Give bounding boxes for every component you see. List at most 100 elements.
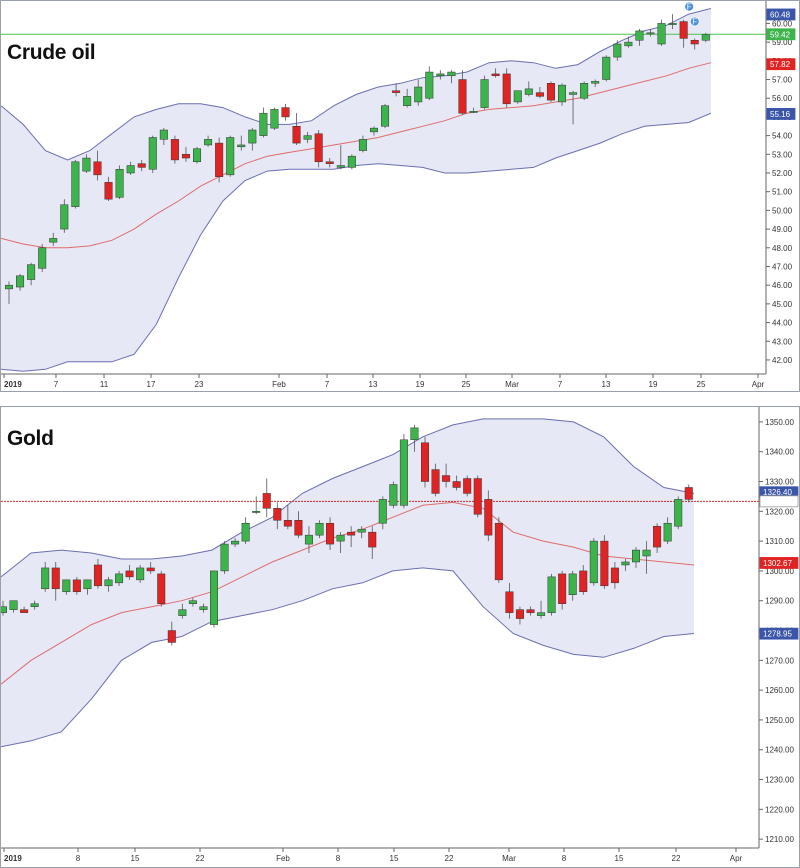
oil-candle-body [635,30,644,41]
gold-price-tag [759,495,799,508]
gold-candle-body [283,520,292,527]
oil-candle-body [502,73,511,105]
oil-candle-body [657,23,666,45]
gold-candle-body [610,567,619,584]
gold-candle-body [368,531,377,548]
oil-y-tick-label: 60.00 [772,19,793,28]
oil-x-tick-label: Feb [272,380,286,389]
gold-candle-body [210,570,218,625]
oil-candle-body [480,79,489,108]
oil-candle-body [613,43,622,58]
gold-candle-body [62,579,71,593]
gold-y-tick-label: 1270.00 [765,656,794,665]
oil-band-area [1,8,711,372]
oil-candle-body [204,139,213,146]
gold-price-tag-label: 1326.40 [763,488,792,497]
gold-y-tick-label: 1290.00 [765,597,794,606]
oil-event-marker [689,16,700,27]
oil-y-tick-label: 48.00 [772,244,793,253]
gold-x-tick-label: Apr [730,854,743,863]
gold-y-tick-label: 1230.00 [765,776,794,785]
oil-candle-body [347,155,356,168]
gold-candle-body [273,508,282,521]
gold-candle-body [632,549,640,563]
gold-y-tick-label: 1320.00 [765,507,794,516]
oil-x-tick-label: 13 [602,380,611,389]
oil-candle-body [546,83,555,101]
crude-oil-chart[interactable]: FF 42.00 43.00 44.00 45.00 46.00 47.00 48.00 49.… [1,1,799,391]
gold-y-tick-label: 1350.00 [765,418,794,427]
gold-candle-body [188,600,197,604]
oil-candle-body [436,73,445,77]
gold-x-tick-label: Feb [276,854,290,863]
oil-candle-body [237,144,246,148]
gold-candle-body [336,534,345,542]
gold-candle-body [674,499,683,527]
oil-x-tick-label: 2019 [4,380,22,389]
gold-candle-body [473,478,482,515]
gold-candle-body [547,576,556,613]
oil-candle-body [193,148,202,163]
gold-price-tag [759,627,799,640]
oil-candle-body [71,161,80,207]
gold-price-tag-label: 1278.95 [763,630,792,639]
oil-y-tick-label: 56.00 [772,94,793,103]
gold-x-tick-label: 2019 [4,854,22,863]
oil-x-tick-label: 7 [558,380,563,389]
gold-candle-body [357,528,366,533]
gold-candle-body [410,427,419,441]
oil-x-tick-label: 25 [462,380,471,389]
oil-candle-body [49,238,58,243]
oil-candle-body [558,84,566,103]
oil-y-tick-label: 50.00 [772,206,793,215]
oil-event-marker [684,1,695,12]
gold-candle-body [579,570,588,593]
oil-y-tick-label: 49.00 [772,225,793,234]
gold-candle-body [326,522,335,545]
gold-candle-body [93,564,102,587]
gold-candle-body [494,522,503,581]
gold-x-tick-label: 15 [615,854,624,863]
oil-candle-body [513,90,522,103]
gold-x-tick-label: 22 [445,854,454,863]
oil-candle-body [126,165,135,174]
gold-x-tick-label: 8 [76,854,81,863]
oil-candle-body [159,129,168,140]
gold-x-tick-label: 15 [131,854,140,863]
gold-chart[interactable]: 1210.00 1220.00 1230.00 1240.00 1250.00 1260.… [1,407,799,867]
oil-band-lower-line [1,112,712,372]
oil-candle-body [281,107,290,118]
oil-candle-body [414,86,423,103]
gold-candle-body [20,609,29,613]
oil-candle-body [602,56,611,80]
oil-candle-body [325,161,334,164]
oil-band-middle-line [1,62,712,249]
gold-candle-body [589,540,598,584]
oil-price-tag [766,28,796,41]
gold-candle-body [452,481,461,488]
oil-candle-body [425,71,434,99]
oil-y-tick-label: 59.00 [772,38,793,47]
gold-candle-body [515,609,524,619]
oil-band-upper-line [1,8,712,161]
gold-price-tag-label: 1302.67 [763,559,792,568]
crude-oil-panel: Crude oil F F 42.00 43.00 44.00 45.00 46.00 47.… [0,0,800,392]
gold-candle-body [199,606,208,610]
gold-candle-body [157,573,166,604]
gold-candle-body [315,522,324,536]
oil-candle-body [469,111,478,113]
gold-title: Gold [7,427,54,450]
gold-candle-body [505,591,514,613]
oil-candle-body [292,126,301,144]
oil-candle-body [60,204,69,230]
gold-candle-body [9,600,18,610]
oil-price-tag-label: 60.48 [770,10,791,19]
gold-candle-body [568,573,577,596]
oil-candle-body [314,133,323,163]
gold-band-lower-line [1,567,695,748]
gold-candle-body [51,567,60,590]
oil-price-tag [766,8,796,21]
gold-x-tick-label: 8 [336,854,341,863]
gold-band-upper-line [1,418,695,578]
oil-x-tick-label: 7 [54,380,59,389]
